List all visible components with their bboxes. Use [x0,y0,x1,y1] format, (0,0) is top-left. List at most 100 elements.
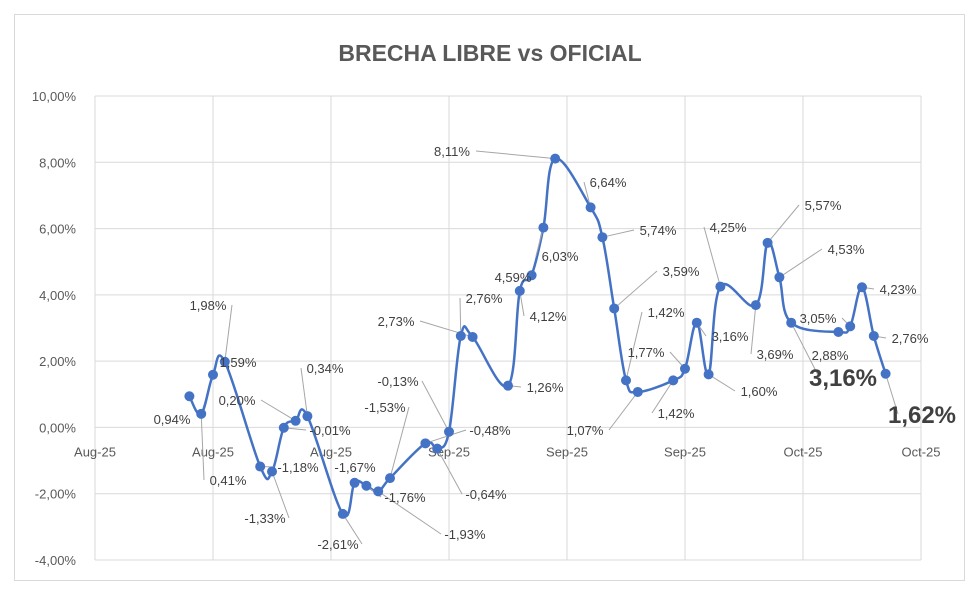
data-point [609,303,620,314]
data-point [514,285,525,296]
data-point [420,438,431,449]
data-point [621,375,631,386]
x-tick-label: Aug-25 [74,444,116,459]
data-point [208,369,218,380]
data-point [373,486,384,497]
data-point [337,508,348,519]
data-label: 1,59% [220,355,257,370]
data-point [762,237,773,248]
data-label: 2,76% [466,291,503,306]
data-label: -1,67% [334,460,376,475]
data-point [196,408,207,419]
data-label: 5,57% [805,198,842,213]
data-label: 8,11% [434,144,470,159]
y-tick-label: -2,00% [35,487,77,502]
data-point [597,232,608,243]
leader-line [790,322,820,378]
x-tick-label: Oct-25 [783,444,822,459]
data-point [668,375,679,386]
data-point [868,330,879,341]
y-tick-label: 8,00% [39,155,76,170]
y-tick-label: 2,00% [39,354,76,369]
data-label: -1,53% [364,400,406,415]
data-point [455,330,466,341]
data-label: 3,16% [712,329,749,344]
leader-line [703,226,721,287]
data-label: 0,41% [210,473,247,488]
data-point [691,317,702,328]
data-point [550,153,561,164]
data-point [715,281,726,292]
data-label: -1,18% [277,460,319,475]
leader-line [436,448,463,495]
leader-line [389,406,410,479]
leader-line [602,229,635,238]
leader-line [779,248,823,278]
data-label: 4,59% [495,270,532,285]
leader-line [300,367,308,417]
leader-line [377,490,442,535]
data-point [833,326,844,337]
x-tick-label: Aug-25 [192,444,234,459]
y-tick-label: 6,00% [39,222,76,237]
leader-line [271,471,290,519]
data-point [538,222,549,233]
data-label: -1,93% [444,527,486,542]
data-label: -0,01% [309,423,351,438]
data-point [880,368,891,379]
data-label: 1,77% [628,345,665,360]
leader-line [200,413,205,481]
leader-line [750,305,757,355]
data-label: 1,60% [741,384,778,399]
data-point [857,282,867,293]
leader-line [625,311,643,381]
data-point [290,415,301,426]
data-point [680,363,690,374]
data-point [302,411,313,422]
leader-line [613,270,658,309]
data-label: -0,13% [377,374,419,389]
data-label: 5,74% [640,223,677,238]
leader-line [767,204,800,244]
data-point [526,270,537,281]
leader-line [224,304,233,362]
data-point [786,317,797,328]
data-point [845,321,856,332]
data-point [432,443,443,454]
data-label: 0,34% [307,361,344,376]
leader-line [475,150,556,160]
data-label: 3,69% [757,347,794,362]
data-point [444,426,454,437]
data-label: 0,20% [219,393,256,408]
data-label: 6,64% [590,175,627,190]
x-tick-label: Aug-25 [310,444,352,459]
data-label: -1,76% [384,490,426,505]
data-label: 1,07% [567,423,604,438]
data-point [385,473,395,484]
data-label: 1,42% [648,305,685,320]
data-label: -0,64% [465,487,507,502]
data-label: 2,76% [892,331,929,346]
data-label: 4,12% [530,309,567,324]
data-label: 1,26% [527,380,564,395]
data-label: 3,59% [663,264,700,279]
leader-line [885,373,899,415]
chart-frame [14,14,965,581]
data-label: 1,62% [888,402,956,429]
y-tick-label: 0,00% [39,420,76,435]
data-label: 4,23% [880,282,917,297]
data-point [349,477,360,488]
x-tick-label: Oct-25 [901,444,940,459]
leader-line [421,380,450,432]
chart-title: BRECHA LIBRE vs OFICIAL [338,40,642,66]
y-tick-label: 4,00% [39,288,76,303]
data-label: -0,48% [469,423,511,438]
leader-line [425,429,467,444]
data-label: -1,33% [244,511,286,526]
y-tick-label: -4,00% [35,553,77,568]
data-point [255,461,266,472]
leader-line [459,297,462,336]
data-point [585,202,596,213]
data-point [467,331,478,342]
